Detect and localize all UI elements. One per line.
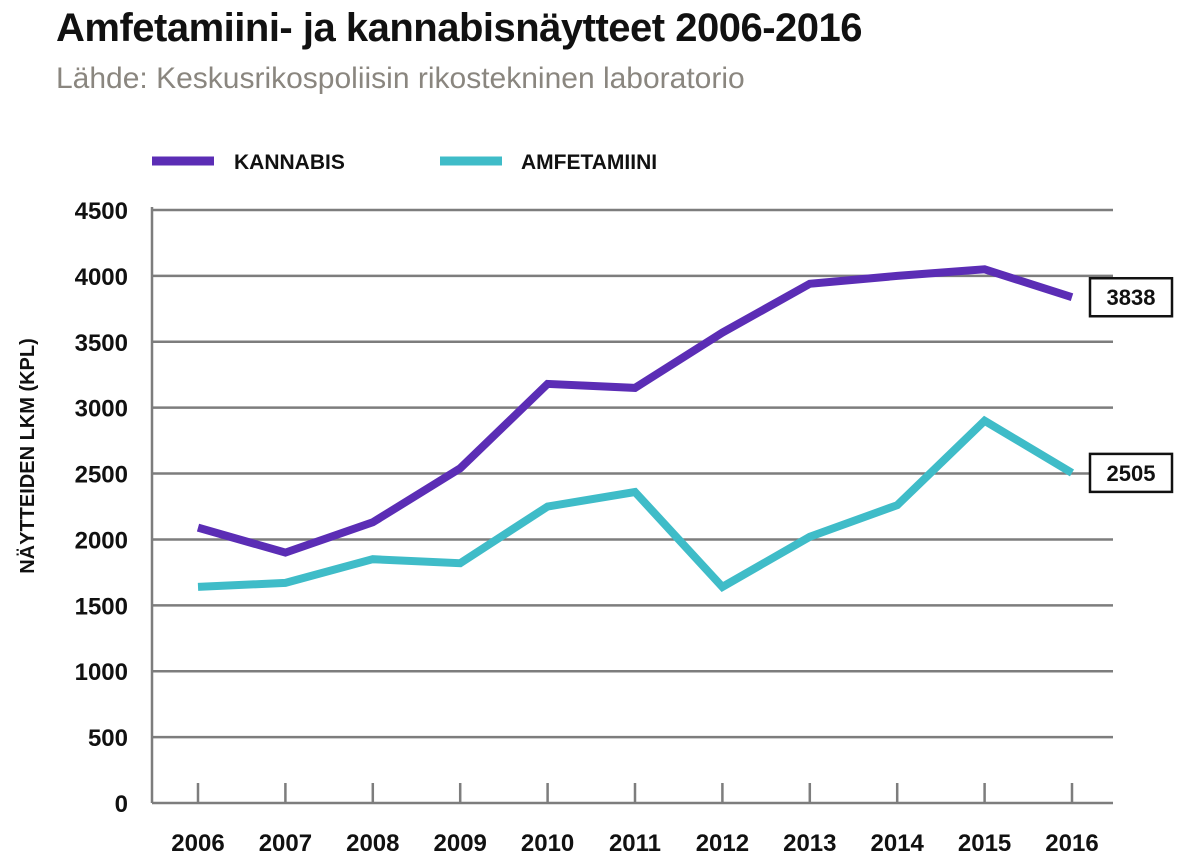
y-tick-label: 1000: [75, 659, 128, 686]
chart-title: Amfetamiini- ja kannabisnäytteet 2006-20…: [56, 6, 863, 50]
x-tick-label: 2008: [346, 830, 399, 857]
y-tick-label: 2000: [75, 527, 128, 554]
y-tick-label: 4000: [75, 264, 128, 291]
end-value-label: 3838: [1107, 285, 1156, 310]
series-line-amfetamiini: [197, 415, 1075, 592]
x-tick-label: 2010: [521, 830, 574, 857]
y-axis-title: NÄYTTEIDEN LKM (KPL): [16, 338, 39, 574]
x-tick-label: 2012: [696, 830, 749, 857]
x-tick-label: 2007: [259, 830, 312, 857]
x-tick-label: 2015: [958, 830, 1011, 857]
x-tick-label: 2009: [434, 830, 487, 857]
y-tick-label: 2500: [75, 462, 128, 489]
end-value-box: [1088, 276, 1174, 318]
series-line-kannabis: [196, 265, 1074, 557]
y-tick-label: 500: [88, 725, 128, 752]
y-tick-label: 1500: [75, 593, 128, 620]
x-tick-label: 2014: [871, 830, 925, 857]
x-tick-label: 2016: [1045, 830, 1098, 857]
x-tick-label: 2011: [609, 830, 661, 857]
chart-subtitle: Lähde: Keskusrikospoliisin rikostekninen…: [56, 62, 745, 95]
y-tick-label: 0: [115, 791, 128, 818]
y-tick-label: 3000: [75, 396, 128, 423]
end-value-label: 2505: [1107, 461, 1156, 486]
y-tick-label: 4500: [75, 198, 128, 225]
x-tick-label: 2013: [783, 830, 836, 857]
y-tick-label: 3500: [75, 330, 128, 357]
end-value-box: [1088, 452, 1174, 494]
x-tick-label: 2006: [171, 830, 224, 857]
legend-label: AMFETAMIINI: [521, 151, 657, 174]
legend-label: KANNABIS: [234, 151, 345, 174]
